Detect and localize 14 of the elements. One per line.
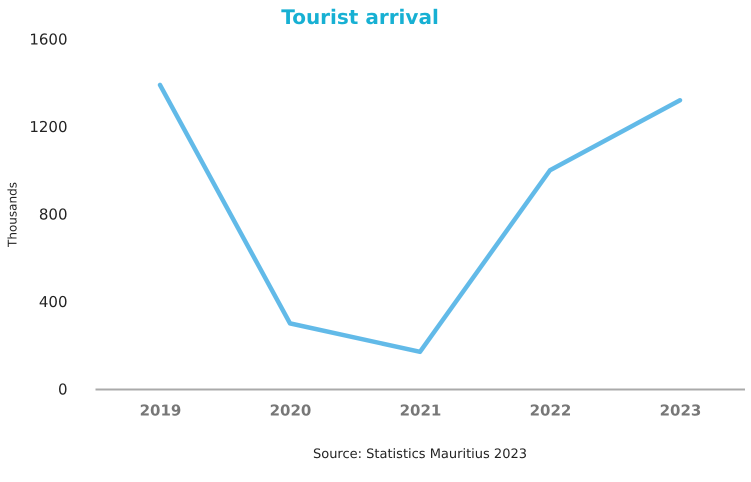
y-tick-label: 400 [38,293,68,311]
x-tick-label: 2020 [270,402,312,420]
x-tick-label: 2019 [140,402,182,420]
y-tick-label: 800 [38,206,68,224]
x-tick-label: 2023 [660,402,702,420]
x-tick-label: 2021 [400,402,442,420]
y-tick-label: 1200 [29,118,68,136]
y-axis-title: Thousands [5,182,20,248]
source-note: Source: Statistics Mauritius 2023 [312,447,528,462]
x-tick-label: 2022 [530,402,572,420]
y-tick-label: 0 [58,380,68,398]
line-series [158,82,682,354]
y-tick-label: 1600 [29,30,68,48]
chart-title: Tourist arrival [281,5,439,29]
